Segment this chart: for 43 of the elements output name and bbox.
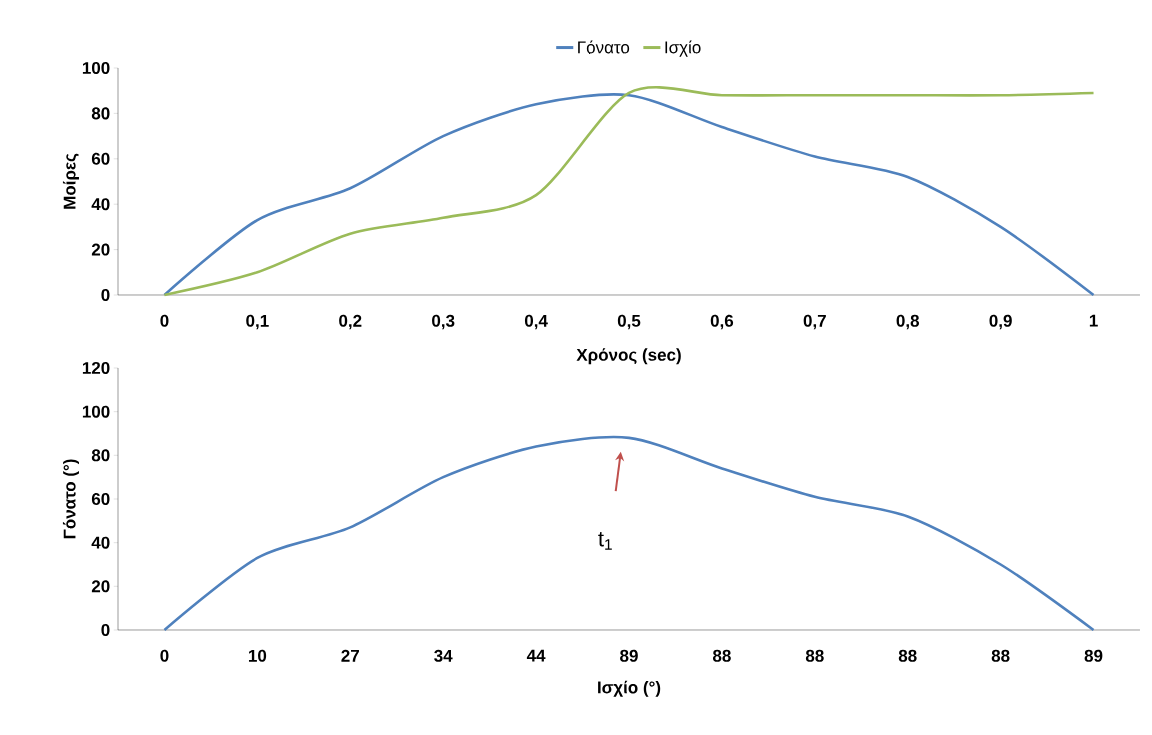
y-tick-label: 20: [91, 580, 110, 593]
x-tick-label: 0,6: [710, 314, 734, 330]
annotation: t$_{1}$: [598, 532, 612, 550]
x-tick-label: 88: [991, 649, 1010, 662]
y-tick-label: 60: [91, 152, 110, 165]
y-tick-label: 120: [82, 361, 110, 375]
y-axis-title: Μοίρες: [62, 153, 79, 209]
y-tick-label: 100: [82, 61, 110, 75]
x-tick-label: 34: [434, 649, 453, 662]
x-tick-label: 88: [805, 649, 824, 662]
x-tick-label: 0,2: [339, 314, 362, 330]
legend-label: Γόνατο: [578, 40, 630, 54]
x-tick-label: 0,8: [896, 314, 920, 330]
y-tick-label: 0: [101, 288, 110, 302]
x-tick-label: 0,3: [432, 314, 455, 330]
x-axis-title: Ισχίο (°): [598, 680, 661, 697]
x-tick-label: 27: [341, 649, 359, 662]
x-tick-label: 88: [712, 649, 731, 662]
x-tick-label: 89: [620, 649, 638, 662]
x-tick-label: 0,4: [524, 314, 548, 330]
x-axis-title: Χρόνος (sec): [576, 348, 681, 365]
legend-label: Ισχίο: [665, 40, 701, 57]
y-tick-label: 60: [91, 492, 110, 506]
y-tick-label: 40: [91, 536, 110, 549]
y-tick-label: 20: [91, 243, 110, 256]
x-tick-label: 0: [160, 649, 169, 662]
x-tick-label: 0,5: [617, 314, 641, 330]
x-tick-label: 10: [248, 649, 267, 662]
y-axis-title: Γόνατο (°): [62, 459, 79, 539]
x-tick-label: 0,1: [246, 314, 269, 330]
x-tick-label: 0,7: [803, 314, 826, 330]
x-tick-label: 0,9: [989, 314, 1012, 330]
line-series: [163, 435, 1095, 632]
y-tick-label: 40: [91, 198, 110, 211]
x-tick-label: 44: [526, 649, 546, 662]
y-tick-label: 80: [91, 107, 110, 120]
x-tick-label: 0: [160, 314, 169, 327]
x-tick-label: 88: [898, 649, 917, 662]
y-tick-label: 0: [101, 623, 110, 637]
x-tick-label: 89: [1084, 649, 1103, 662]
x-tick-label: 1: [1089, 314, 1098, 327]
y-tick-label: 100: [82, 405, 110, 418]
y-tick-label: 80: [91, 449, 110, 462]
